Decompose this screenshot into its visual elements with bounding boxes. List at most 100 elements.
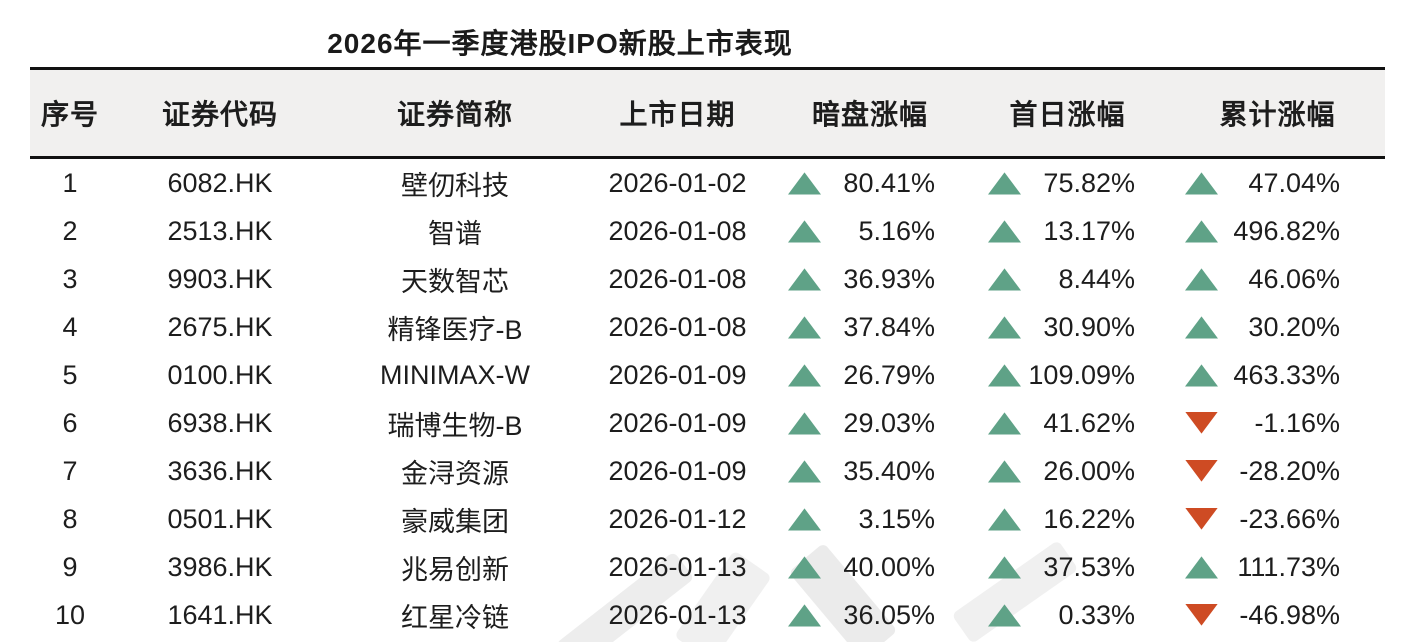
col-header-stock-code: 证券代码 xyxy=(161,99,278,130)
triangle-up-icon xyxy=(788,172,821,195)
gray-market-gain-cell: 37.84% xyxy=(775,303,965,351)
stock-code: 3986.HK xyxy=(167,551,273,582)
gray-market-gain-value: 36.93% xyxy=(843,263,935,294)
first-day-gain-value: 41.62% xyxy=(1043,407,1135,438)
stock-code: 2513.HK xyxy=(167,215,273,246)
gray-market-gain-cell: 80.41% xyxy=(775,159,965,207)
triangle-up-icon xyxy=(1185,556,1218,579)
col-header-listing-date: 上市日期 xyxy=(619,99,736,130)
triangle-up-icon xyxy=(1185,268,1218,291)
stock-code: 9903.HK xyxy=(167,263,273,294)
cumulative-gain-cell: -23.66% xyxy=(1170,495,1385,543)
listing-date: 2026-01-13 xyxy=(608,551,747,582)
cumulative-gain-value: -28.20% xyxy=(1239,455,1340,486)
listing-date: 2026-01-08 xyxy=(608,215,747,246)
first-day-gain-value: 109.09% xyxy=(1028,359,1135,390)
table-row: 1 6082.HK 壁仞科技 2026-01-02 80.41% 75.82% … xyxy=(30,159,1385,207)
triangle-up-icon xyxy=(788,364,821,387)
triangle-up-icon xyxy=(988,556,1021,579)
row-index: 6 xyxy=(62,407,78,438)
gray-market-gain-cell: 5.16% xyxy=(775,207,965,255)
cumulative-gain-cell: -46.98% xyxy=(1170,591,1385,639)
first-day-gain-cell: 109.09% xyxy=(965,351,1170,399)
gray-market-gain-cell: 3.15% xyxy=(775,495,965,543)
triangle-up-icon xyxy=(988,460,1021,483)
ipo-table: 序号 证券代码 证券简称 上市日期 暗盘涨幅 首日涨幅 累计涨幅 1 6082.… xyxy=(30,67,1385,639)
first-day-gain-cell: 13.17% xyxy=(965,207,1170,255)
gray-market-gain-value: 80.41% xyxy=(843,167,935,198)
triangle-up-icon xyxy=(1185,316,1218,339)
triangle-up-icon xyxy=(788,268,821,291)
table-row: 6 6938.HK 瑞博生物-B 2026-01-09 29.03% 41.62… xyxy=(30,399,1385,447)
listing-date: 2026-01-09 xyxy=(608,455,747,486)
triangle-up-icon xyxy=(988,364,1021,387)
first-day-gain-value: 30.90% xyxy=(1043,311,1135,342)
triangle-up-icon xyxy=(788,316,821,339)
gray-market-gain-value: 5.16% xyxy=(858,215,935,246)
first-day-gain-cell: 75.82% xyxy=(965,159,1170,207)
triangle-up-icon xyxy=(988,508,1021,531)
first-day-gain-cell: 26.00% xyxy=(965,447,1170,495)
stock-name: 壁仞科技 xyxy=(401,170,509,201)
triangle-down-icon xyxy=(1185,603,1218,626)
listing-date: 2026-01-08 xyxy=(608,263,747,294)
first-day-gain-value: 75.82% xyxy=(1043,167,1135,198)
page-title: 2026年一季度港股IPO新股上市表现 xyxy=(327,28,793,59)
listing-date: 2026-01-13 xyxy=(608,599,747,630)
cumulative-gain-cell: 46.06% xyxy=(1170,255,1385,303)
stock-name: MINIMAX-W xyxy=(380,359,530,390)
first-day-gain-cell: 0.33% xyxy=(965,591,1170,639)
triangle-up-icon xyxy=(988,316,1021,339)
listing-date: 2026-01-02 xyxy=(608,167,747,198)
cumulative-gain-value: 46.06% xyxy=(1248,263,1340,294)
first-day-gain-value: 16.22% xyxy=(1043,503,1135,534)
triangle-up-icon xyxy=(988,268,1021,291)
triangle-up-icon xyxy=(1185,172,1218,195)
cumulative-gain-cell: -28.20% xyxy=(1170,447,1385,495)
first-day-gain-cell: 8.44% xyxy=(965,255,1170,303)
stock-code: 6082.HK xyxy=(167,167,273,198)
cumulative-gain-value: 111.73% xyxy=(1237,551,1340,582)
stock-name: 精锋医疗-B xyxy=(387,314,523,345)
triangle-up-icon xyxy=(1185,220,1218,243)
row-index: 7 xyxy=(62,455,78,486)
first-day-gain-value: 8.44% xyxy=(1058,263,1135,294)
triangle-down-icon xyxy=(1185,411,1218,434)
first-day-gain-cell: 30.90% xyxy=(965,303,1170,351)
col-header-gray-market-gain: 暗盘涨幅 xyxy=(811,99,928,130)
stock-name: 兆易创新 xyxy=(401,554,509,585)
stock-code: 0501.HK xyxy=(167,503,273,534)
stock-name: 红星冷链 xyxy=(401,602,509,633)
triangle-up-icon xyxy=(1185,364,1218,387)
stock-name: 天数智芯 xyxy=(401,266,509,297)
first-day-gain-value: 13.17% xyxy=(1043,215,1135,246)
cumulative-gain-value: 496.82% xyxy=(1233,215,1340,246)
cumulative-gain-cell: 496.82% xyxy=(1170,207,1385,255)
row-index: 10 xyxy=(54,599,86,630)
stock-name: 金浔资源 xyxy=(401,458,509,489)
triangle-up-icon xyxy=(788,556,821,579)
stock-code: 0100.HK xyxy=(167,359,273,390)
first-day-gain-value: 0.33% xyxy=(1058,599,1135,630)
first-day-gain-cell: 41.62% xyxy=(965,399,1170,447)
stock-code: 2675.HK xyxy=(167,311,273,342)
stock-name: 瑞博生物-B xyxy=(387,410,523,441)
gray-market-gain-cell: 26.79% xyxy=(775,351,965,399)
row-index: 8 xyxy=(62,503,78,534)
listing-date: 2026-01-09 xyxy=(608,359,747,390)
cumulative-gain-value: 30.20% xyxy=(1248,311,1340,342)
row-index: 9 xyxy=(62,551,78,582)
stock-code: 1641.HK xyxy=(167,599,273,630)
cumulative-gain-value: 47.04% xyxy=(1248,167,1340,198)
listing-date: 2026-01-12 xyxy=(608,503,747,534)
cumulative-gain-cell: -1.16% xyxy=(1170,399,1385,447)
row-index: 2 xyxy=(62,215,78,246)
triangle-up-icon xyxy=(788,220,821,243)
triangle-down-icon xyxy=(1185,507,1218,530)
first-day-gain-value: 26.00% xyxy=(1043,455,1135,486)
table-row: 5 0100.HK MINIMAX-W 2026-01-09 26.79% 10… xyxy=(30,351,1385,399)
row-index: 4 xyxy=(62,311,78,342)
gray-market-gain-cell: 29.03% xyxy=(775,399,965,447)
stock-code: 6938.HK xyxy=(167,407,273,438)
